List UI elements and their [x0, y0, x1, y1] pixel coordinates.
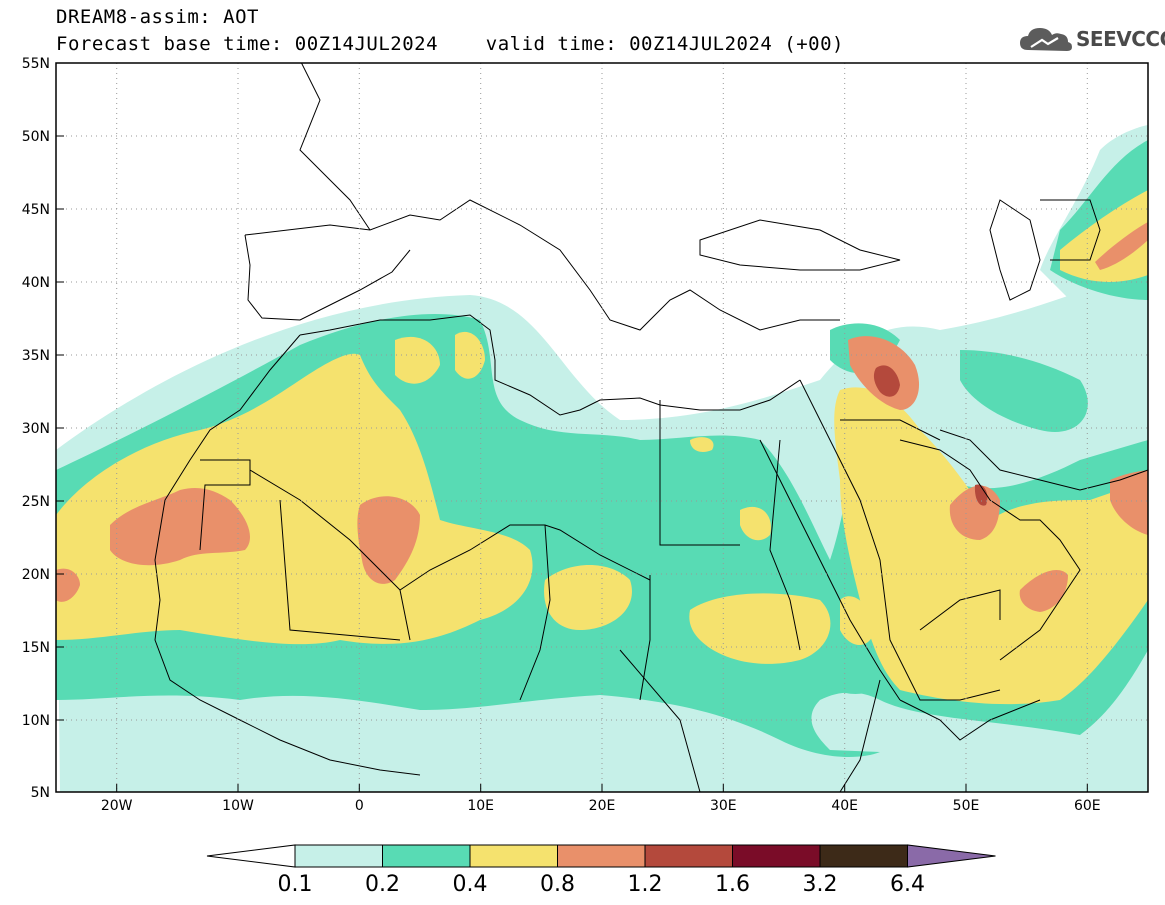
x-tick-label: 0: [355, 798, 364, 814]
axis-ticks: [56, 135, 1088, 792]
colorbar-lower-arrow: [206, 844, 296, 868]
y-tick-label: 5N: [31, 785, 50, 801]
logo-text: SEEVCCC: [1076, 27, 1165, 51]
y-tick-label: 45N: [22, 202, 50, 218]
x-tick-label: 40E: [831, 798, 858, 814]
x-tick-label: 30E: [710, 798, 737, 814]
x-tick-label: 10E: [467, 798, 494, 814]
colorbar-swatch: [294, 844, 383, 868]
colorbar-swatch: [732, 844, 821, 868]
y-tick-label: 15N: [22, 640, 50, 656]
y-tick-label: 55N: [22, 56, 50, 72]
colorbar-level-label: 0.4: [453, 872, 488, 897]
colorbar-swatch: [382, 844, 471, 868]
colorbar-upper-arrow: [907, 844, 996, 868]
colorbar-swatch: [557, 844, 646, 868]
aot-level-0.4-0.8: [56, 190, 1148, 705]
colorbar: 0.1 0.2 0.4 0.8 1.2 1.6 3.2 6.4: [206, 844, 996, 897]
colorbar-swatch: [469, 844, 558, 868]
y-tick-label: 20N: [22, 567, 50, 583]
y-tick-label: 25N: [22, 494, 50, 510]
y-tick-label: 30N: [22, 421, 50, 437]
forecast-time-subtitle: Forecast base time: 00Z14JUL2024 valid t…: [56, 33, 844, 55]
colorbar-level-label: 0.1: [278, 872, 313, 897]
colorbar-swatch: [819, 844, 908, 868]
x-tick-label: 20E: [589, 798, 616, 814]
colorbar-swatch: [644, 844, 733, 868]
y-tick-label: 50N: [22, 129, 50, 145]
x-tick-label: 60E: [1074, 798, 1101, 814]
y-tick-label: 10N: [22, 713, 50, 729]
y-tick-label: 40N: [22, 275, 50, 291]
cloud-icon: [1020, 28, 1072, 51]
aot-level-1.2-1.6: [873, 365, 988, 506]
map-title: DREAM8-assim: AOT: [56, 6, 259, 28]
x-tick-label: 10W: [222, 798, 254, 814]
x-axis-labels: 20W 10W 0 10E 20E 30E 40E 50E 60E: [101, 798, 1101, 814]
y-axis-labels: 55N 50N 45N 40N 35N 30N 25N 20N 15N 10N …: [22, 56, 50, 801]
x-tick-label: 50E: [953, 798, 980, 814]
graticule: [56, 63, 1148, 792]
colorbar-level-label: 0.2: [365, 872, 400, 897]
colorbar-level-label: 1.6: [715, 872, 750, 897]
coastlines-and-borders: [154, 63, 1148, 792]
colorbar-level-label: 0.8: [540, 872, 575, 897]
colorbar-level-label: 3.2: [803, 872, 838, 897]
y-tick-label: 35N: [22, 348, 50, 364]
colorbar-level-label: 6.4: [890, 872, 925, 897]
x-tick-label: 20W: [101, 798, 133, 814]
seevccc-logo: SEEVCCC: [1018, 24, 1165, 54]
colorbar-level-label: 1.2: [628, 872, 663, 897]
